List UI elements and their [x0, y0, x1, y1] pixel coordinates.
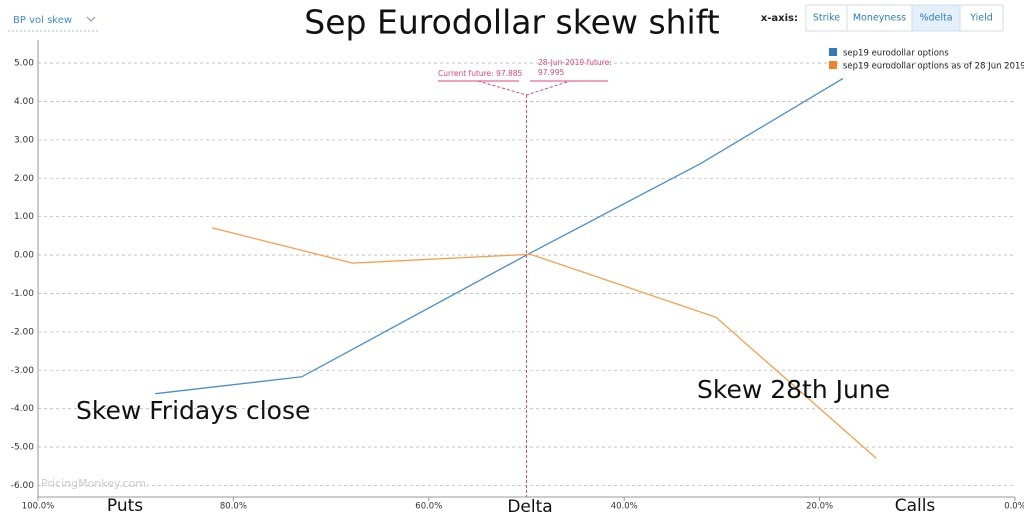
watermark: PricingMonkey.com [41, 477, 146, 490]
axis-word: Calls [895, 496, 936, 516]
x-tick-label: 0.0% [1004, 502, 1024, 512]
axis-word: Delta [507, 497, 552, 516]
x-tick-label: 40.0% [611, 502, 638, 512]
annotation: Skew Fridays close [76, 396, 310, 425]
legend-label: sep19 eurodollar options [843, 49, 949, 59]
legend-label: sep19 eurodollar options as of 28 Jun 20… [843, 62, 1024, 72]
future-connector [477, 80, 571, 96]
xaxis-button[interactable] [959, 4, 1004, 32]
xaxis-button-label[interactable]: Strike [813, 13, 840, 24]
xaxis-button[interactable] [911, 4, 961, 32]
xaxis-control-label: x-axis: [761, 13, 798, 24]
series-line [155, 77, 844, 395]
legend-swatch [829, 61, 837, 69]
x-tick-label: 60.0% [415, 502, 442, 512]
y-tick-label: 0.00 [14, 251, 34, 261]
y-tick-label: 4.00 [14, 97, 34, 107]
x-tick-label: 100.0% [22, 502, 54, 512]
xaxis-button-label[interactable]: Moneyness [853, 13, 906, 24]
y-tick-label: 3.00 [14, 135, 34, 145]
y-tick-label: -4.00 [11, 404, 35, 414]
y-tick-label: -6.00 [11, 481, 35, 491]
series-line [211, 227, 877, 459]
y-tick-label: 2.00 [14, 174, 34, 184]
x-tick-label: 20.0% [806, 502, 833, 512]
xaxis-button-label[interactable]: %delta [919, 13, 952, 24]
annotation: Skew 28th June [697, 375, 890, 404]
xaxis-button-label[interactable]: Yield [969, 13, 993, 24]
axis-word: Puts [107, 496, 143, 516]
dropdown[interactable]: BP vol skew [13, 15, 72, 26]
y-tick-label: 1.00 [14, 212, 34, 222]
y-tick-label: 5.00 [14, 59, 34, 69]
y-tick-label: -2.00 [11, 327, 35, 337]
future-label: 28-Jun-2019 future: [538, 58, 612, 67]
y-tick-label: -1.00 [11, 289, 35, 299]
x-tick-label: 80.0% [220, 502, 247, 512]
y-tick-label: -3.00 [11, 366, 35, 376]
y-tick-label: -5.00 [11, 443, 35, 453]
future-label: 97.995 [538, 68, 564, 77]
legend-swatch [829, 48, 837, 56]
future-label: Current future: 97.885 [438, 69, 523, 78]
dropdown-chevron [86, 16, 96, 22]
chart-title: Sep Eurodollar skew shift [304, 3, 719, 42]
